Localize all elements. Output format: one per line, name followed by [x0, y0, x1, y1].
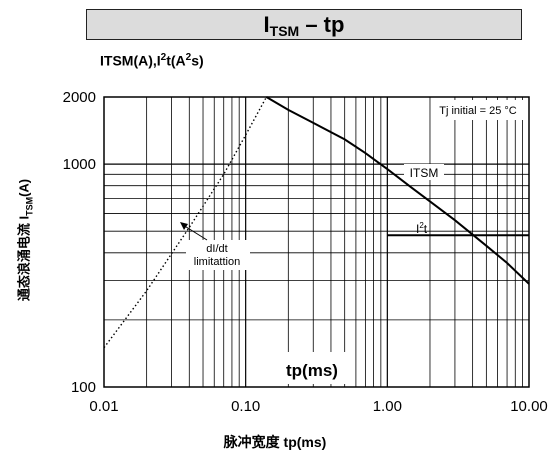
itsm-label-backdrop	[404, 164, 444, 180]
series-label-i2t: I2t	[416, 221, 428, 236]
x-tick-label: 10.00	[510, 398, 548, 415]
condition-label-backdrop	[431, 100, 527, 120]
didt-label-line2: limitattion	[194, 256, 240, 268]
x-tick-label: 1.00	[373, 398, 402, 415]
inner-x-label: tp(ms)	[286, 361, 338, 380]
series-line-itsm	[265, 96, 530, 285]
i2t-label-sup: 2	[419, 221, 424, 230]
series-label-itsm: ITSM	[410, 166, 439, 180]
x-axis-label: 脉冲宽度 tp(ms)	[223, 434, 327, 450]
didt-arrow-head	[180, 222, 188, 230]
y-tick-label: 2000	[63, 89, 96, 106]
x-tick-label: 0.10	[231, 398, 260, 415]
series-line-di-dt-limitation	[103, 96, 268, 349]
condition-label: Tj initial = 25 °C	[439, 105, 517, 117]
x-tick-label: 0.01	[89, 398, 118, 415]
y-tick-label: 1000	[63, 156, 96, 173]
didt-label-line1: dI/dt	[206, 243, 227, 255]
plot-frame	[103, 96, 530, 388]
y-tick-label: 100	[71, 379, 96, 396]
chart-title: ITSM – tp	[86, 9, 522, 40]
didt-arrow-shaft	[182, 224, 208, 241]
i2t-label-end: t	[424, 222, 428, 236]
inner-label-backdrop	[277, 352, 347, 384]
i2t-label-main: I	[416, 222, 419, 236]
y-axis-label-top: ITSM(A),I2t(A2s)	[100, 52, 204, 69]
didt-label-backdrop	[186, 240, 250, 270]
